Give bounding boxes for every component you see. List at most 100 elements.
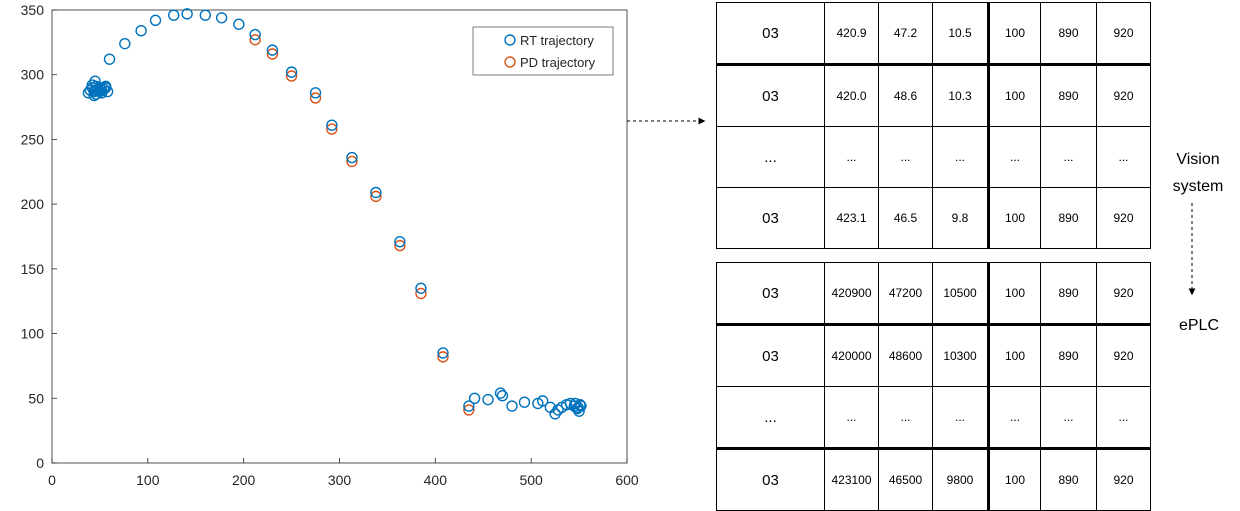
y-tick-label: 50 — [28, 390, 44, 406]
table-cell: 03 — [716, 323, 825, 387]
data-point — [103, 53, 116, 65]
table-cell: 890 — [1040, 447, 1097, 511]
table-cell: ... — [1040, 126, 1097, 188]
table-cell: ... — [1096, 126, 1151, 188]
table-cell: 03 — [716, 2, 825, 65]
legend-marker-pd — [504, 56, 516, 68]
data-point — [370, 186, 382, 199]
x-tick-label: 300 — [328, 472, 352, 488]
table-cell: 890 — [1040, 2, 1097, 65]
table-cell: ... — [987, 126, 1041, 188]
table-cell: 100 — [987, 187, 1041, 249]
table-cell: 46.5 — [878, 187, 933, 249]
table-cell: 420900 — [824, 262, 879, 325]
table-cell: ... — [824, 386, 879, 449]
table-cell: 10.5 — [932, 2, 989, 65]
data-point — [215, 12, 228, 24]
table-cell: 920 — [1096, 187, 1151, 249]
table-row: 03 420900 47200 10500 100 890 920 — [716, 262, 1151, 325]
data-point — [199, 9, 212, 21]
table-cell: 100 — [987, 447, 1041, 511]
vision-system-data-table: 03 420.9 47.2 10.5 100 890 920 03 420.0 … — [716, 2, 1151, 249]
data-point — [96, 87, 108, 99]
x-tick-label: 0 — [48, 472, 56, 488]
x-tick-label: 500 — [519, 472, 543, 488]
table-cell: ... — [1040, 386, 1097, 449]
table-cell: 10.3 — [932, 63, 989, 127]
table-row: 03 423100 46500 9800 100 890 920 — [716, 447, 1151, 511]
legend-label-pd: PD trajectory — [520, 55, 596, 70]
table-cell: ... — [824, 126, 879, 188]
trajectory-scatter-chart: 0 100 200 300 400 500 600 0 50 100 150 200 250 300 35… — [21, 2, 639, 488]
table-cell: 47.2 — [878, 2, 933, 65]
y-tick-label: 0 — [36, 455, 44, 471]
data-point — [415, 287, 427, 300]
data-point — [285, 70, 298, 82]
legend-box — [472, 26, 614, 76]
data-point — [437, 351, 449, 363]
table-cell: 423.1 — [824, 187, 879, 249]
table-cell: 10500 — [932, 262, 989, 325]
data-point — [494, 387, 507, 399]
y-axis-ticks: 0 50 100 150 200 250 300 350 — [21, 2, 57, 471]
table-cell: 47200 — [878, 262, 933, 325]
x-tick-label: 600 — [615, 472, 639, 488]
table-cell: 48600 — [878, 323, 933, 387]
data-point — [370, 190, 382, 203]
table-cell: 420000 — [824, 323, 879, 387]
table-row: 03 420.9 47.2 10.5 100 890 920 — [716, 2, 1151, 65]
data-point — [249, 28, 261, 41]
data-point — [468, 392, 481, 404]
data-point — [326, 119, 338, 131]
table-cell: 890 — [1040, 187, 1097, 249]
table-cell: 10300 — [932, 323, 989, 387]
y-tick-label: 200 — [21, 196, 45, 212]
table-cell: 420.9 — [824, 2, 879, 65]
y-tick-label: 150 — [21, 261, 45, 277]
data-point — [518, 396, 531, 408]
table-cell: 890 — [1040, 323, 1097, 387]
table-cell: ... — [878, 126, 933, 188]
data-point — [346, 155, 358, 168]
y-tick-label: 350 — [21, 2, 45, 18]
data-point — [119, 37, 131, 50]
data-point — [149, 14, 162, 27]
legend: RT trajectory PD trajectory — [472, 26, 614, 76]
x-axis-ticks: 0 100 200 300 400 500 600 — [48, 458, 639, 488]
table-row: 03 420.0 48.6 10.3 100 890 920 — [716, 63, 1151, 127]
table-cell: 03 — [716, 447, 825, 511]
data-point — [168, 9, 180, 21]
vision-system-label: Vision system — [1172, 151, 1224, 195]
table-cell: ... — [716, 126, 825, 188]
table-cell: 920 — [1096, 2, 1151, 65]
data-point — [463, 400, 475, 412]
data-point — [463, 404, 475, 416]
table-row: ... ... ... ... ... ... ... — [716, 386, 1151, 449]
data-point — [266, 48, 279, 60]
table-cell: 920 — [1096, 323, 1151, 387]
series-layer — [82, 8, 587, 420]
data-point — [101, 85, 114, 98]
table-cell: 420.0 — [824, 63, 879, 127]
table-cell: 100 — [987, 2, 1041, 65]
table-cell: 920 — [1096, 447, 1151, 511]
data-point — [569, 397, 581, 410]
data-point — [536, 395, 549, 407]
table-cell: 03 — [716, 262, 825, 325]
series-0 — [82, 8, 587, 420]
data-point — [574, 399, 586, 411]
plot-area — [51, 9, 628, 464]
table-cell: ... — [878, 386, 933, 449]
x-tick-label: 400 — [424, 472, 448, 488]
eplc-label: ePLC — [1178, 317, 1220, 334]
table-cell: 03 — [716, 187, 825, 249]
table-cell: ... — [987, 386, 1041, 449]
data-point — [309, 87, 322, 99]
data-point — [285, 66, 298, 78]
table-cell: 9800 — [932, 447, 989, 511]
data-point — [496, 389, 509, 402]
data-point — [394, 239, 406, 252]
y-tick-label: 250 — [21, 131, 45, 147]
data-point — [135, 25, 147, 37]
data-point — [506, 400, 518, 412]
